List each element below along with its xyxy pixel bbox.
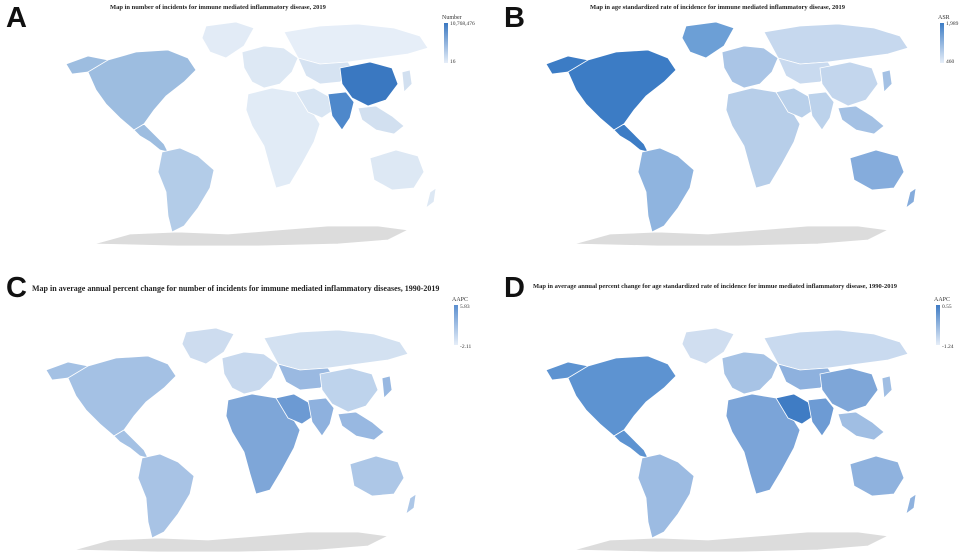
- region-north-america: [67, 355, 177, 437]
- region-japan: [881, 69, 893, 93]
- legend-max-label: 0.55: [942, 304, 952, 310]
- panel-b: B Map in age standardized rate of incide…: [480, 0, 960, 265]
- region-south-america: [157, 147, 215, 233]
- region-china: [319, 367, 379, 413]
- region-central-america: [113, 429, 149, 459]
- region-australia: [349, 455, 405, 497]
- region-australia: [849, 149, 905, 191]
- region-central-america: [613, 429, 649, 459]
- world-map: [545, 21, 917, 247]
- legend-color-bar: [444, 23, 448, 63]
- region-greenland: [201, 21, 255, 59]
- legend-title: AAPC: [452, 297, 469, 303]
- region-north-america: [567, 355, 677, 437]
- region-russia: [763, 23, 909, 65]
- region-india: [327, 91, 355, 131]
- region-north-america: [87, 49, 197, 131]
- region-russia: [763, 329, 909, 371]
- region-new-zealand: [905, 187, 917, 209]
- region-antarctica: [573, 531, 890, 553]
- region-europe: [721, 45, 779, 89]
- region-new-zealand: [405, 493, 417, 515]
- legend-color-bar: [454, 305, 458, 345]
- legend-min-label: 16: [450, 59, 456, 65]
- region-europe: [721, 351, 779, 395]
- region-china: [339, 61, 399, 107]
- region-south-america: [137, 453, 195, 539]
- region-japan: [381, 375, 393, 399]
- panel-title: Map in average annual percent change for…: [533, 283, 897, 290]
- region-greenland: [681, 21, 735, 59]
- region-southeast-asia: [337, 411, 385, 441]
- region-japan: [881, 375, 893, 399]
- legend-max-label: 10,768,476: [450, 21, 475, 27]
- panel-c: C Map in average annual percent change f…: [0, 265, 480, 553]
- region-new-zealand: [905, 493, 917, 515]
- region-southeast-asia: [837, 411, 885, 441]
- region-greenland: [181, 327, 235, 365]
- region-india: [807, 91, 835, 131]
- region-china: [819, 367, 879, 413]
- panel-letter: A: [6, 2, 27, 34]
- region-japan: [401, 69, 413, 93]
- legend-max-label: 1,989: [946, 21, 959, 27]
- region-antarctica: [93, 225, 410, 247]
- region-south-america: [637, 147, 695, 233]
- region-antarctica: [573, 225, 890, 247]
- legend-min-label: -2.11: [460, 344, 472, 350]
- region-australia: [849, 455, 905, 497]
- legend-title: Number: [442, 15, 462, 21]
- region-antarctica: [73, 531, 390, 553]
- legend-color-bar: [936, 305, 940, 345]
- region-central-america: [613, 123, 649, 153]
- world-map: [45, 327, 417, 553]
- legend-max-label: 5.83: [460, 304, 470, 310]
- region-greenland: [681, 327, 735, 365]
- panel-title: Map in number of incidents for immune me…: [110, 4, 326, 11]
- region-europe: [221, 351, 279, 395]
- legend-min-label: -1.24: [942, 344, 954, 350]
- region-southeast-asia: [357, 105, 405, 135]
- region-europe: [241, 45, 299, 89]
- world-map: [545, 327, 917, 553]
- region-south-america: [637, 453, 695, 539]
- panel-title: Map in age standardized rate of incidenc…: [590, 4, 845, 11]
- legend-min-label: 460: [946, 59, 955, 65]
- panel-letter: C: [6, 272, 27, 304]
- region-southeast-asia: [837, 105, 885, 135]
- region-india: [307, 397, 335, 437]
- region-central-america: [133, 123, 169, 153]
- region-australia: [369, 149, 425, 191]
- panel-a: A Map in number of incidents for immune …: [0, 0, 480, 265]
- region-north-america: [567, 49, 677, 131]
- legend-title: AAPC: [934, 297, 951, 303]
- legend-color-bar: [940, 23, 944, 63]
- region-new-zealand: [425, 187, 437, 209]
- region-china: [819, 61, 879, 107]
- panel-letter: B: [504, 2, 525, 34]
- region-russia: [283, 23, 429, 65]
- legend-title: ASR: [938, 15, 950, 21]
- world-map: [65, 21, 437, 247]
- region-india: [807, 397, 835, 437]
- region-russia: [263, 329, 409, 371]
- panel-title: Map in average annual percent change for…: [32, 284, 440, 293]
- panel-d: D Map in average annual percent change f…: [480, 265, 960, 553]
- panel-letter: D: [504, 272, 525, 304]
